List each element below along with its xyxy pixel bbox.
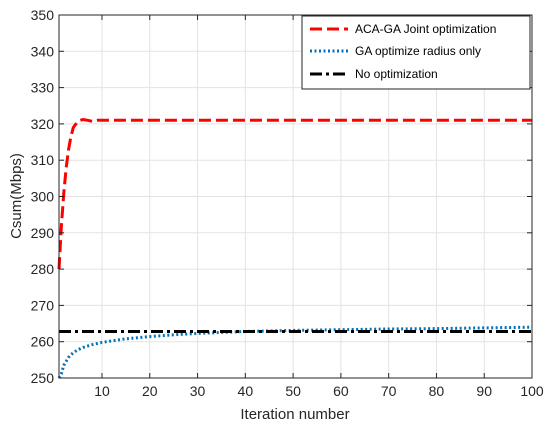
y-tick-label: 320 bbox=[31, 116, 55, 132]
y-tick-label: 330 bbox=[31, 80, 55, 96]
series-lines bbox=[57, 118, 533, 379]
legend-label-aca-ga: ACA-GA Joint optimization bbox=[355, 22, 496, 36]
legend-box bbox=[301, 15, 531, 90]
y-axis-label: Csum(Mbps) bbox=[8, 153, 25, 239]
x-tick-label: 30 bbox=[190, 383, 206, 399]
x-tick-label: 20 bbox=[142, 383, 158, 399]
y-tick-label: 280 bbox=[31, 261, 55, 277]
tick-labels: 10 20 30 40 50 60 70 80 90 100 250 260 270 280 290 300 3… bbox=[31, 7, 544, 399]
y-tick-label: 300 bbox=[31, 189, 55, 205]
x-axis-label: Iteration number bbox=[240, 406, 349, 423]
x-tick-label: 100 bbox=[520, 383, 544, 399]
y-tick-label: 290 bbox=[31, 225, 55, 241]
y-tick-label: 340 bbox=[31, 43, 55, 59]
x-tick-label: 40 bbox=[238, 383, 254, 399]
x-tick-label: 10 bbox=[94, 383, 110, 399]
legend-label-ga-radius: GA optimize radius only bbox=[355, 44, 481, 58]
legend-label-no-opt: No optimization bbox=[355, 67, 438, 81]
x-tick-label: 50 bbox=[285, 383, 301, 399]
x-tick-label: 90 bbox=[476, 383, 492, 399]
x-tick-label: 70 bbox=[381, 383, 397, 399]
y-tick-label: 310 bbox=[31, 152, 55, 168]
series-line-1 bbox=[57, 325, 533, 379]
y-tick-label: 270 bbox=[31, 297, 55, 313]
legend: ACA-GA Joint optimization GA optimize ra… bbox=[301, 15, 531, 90]
series-line-0 bbox=[57, 118, 532, 270]
x-tick-label: 60 bbox=[333, 383, 349, 399]
y-tick-label: 350 bbox=[31, 7, 55, 23]
x-tick-label: 80 bbox=[429, 383, 445, 399]
y-tick-label: 250 bbox=[31, 370, 55, 386]
y-tick-label: 260 bbox=[31, 334, 55, 350]
